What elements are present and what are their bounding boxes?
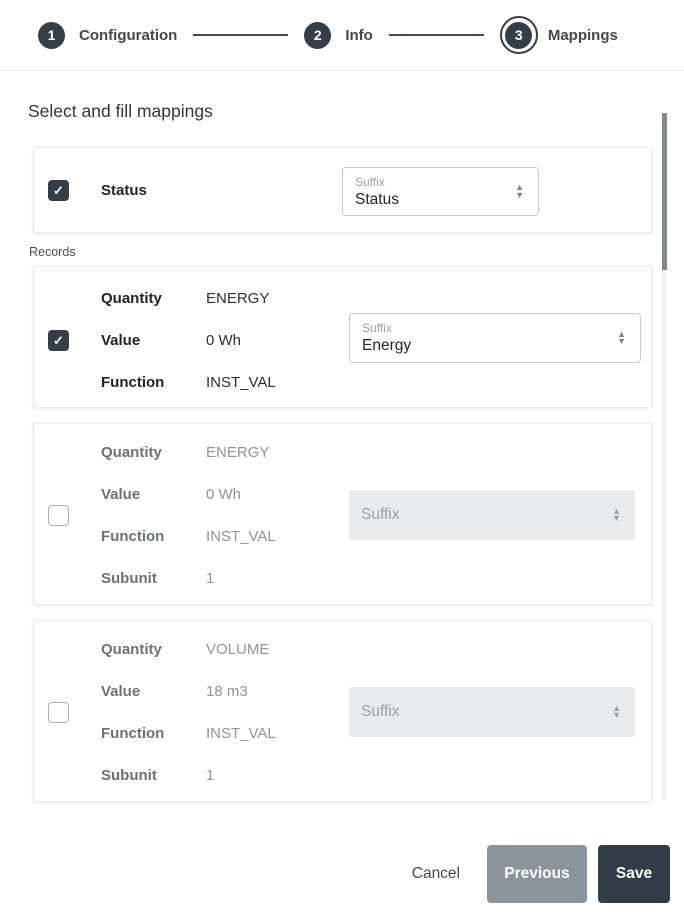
- chevron-down-icon: ▼: [515, 189, 524, 200]
- chevron-up-icon: ▲: [617, 328, 626, 339]
- mapping-card-status: ✓ Status Suffix Status ▲ ▼: [33, 147, 652, 233]
- step-2-label: Info: [345, 26, 373, 44]
- records-section-label: Records: [29, 245, 76, 259]
- field-value: 1: [206, 569, 215, 587]
- status-suffix-value: Status: [355, 190, 399, 208]
- chevron-down-icon: ▼: [612, 710, 621, 720]
- record-2-checkbox[interactable]: [48, 505, 69, 526]
- field-label: Value: [101, 331, 141, 349]
- field-row: Quantity VOLUME: [101, 628, 651, 670]
- record-2-suffix-select: Suffix ▲ ▼: [349, 490, 635, 540]
- suffix-field-label: Suffix: [355, 174, 385, 189]
- status-suffix-select[interactable]: Suffix Status ▲ ▼: [342, 167, 539, 216]
- suffix-placeholder: Suffix: [361, 703, 400, 720]
- field-value: INST_VAL: [206, 373, 276, 391]
- field-value: 0 Wh: [206, 485, 242, 503]
- wizard-stepper: 1 Configuration 2 Info 3 Mappings: [0, 0, 684, 71]
- field-label: Function: [101, 527, 165, 545]
- field-value: 1: [206, 766, 215, 784]
- record-3-suffix-select: Suffix ▲ ▼: [349, 687, 635, 737]
- record-1-fields: Quantity ENERGY Value 0 Wh Function INST…: [101, 267, 651, 403]
- field-row: Value 18 m3: [101, 670, 651, 712]
- field-label: Quantity: [101, 640, 162, 658]
- field-row: Subunit 1: [101, 557, 651, 599]
- chevron-down-icon: ▼: [617, 336, 626, 346]
- field-row: Function INST_VAL: [101, 361, 651, 403]
- record-card-energy-selected: ✓ Quantity ENERGY Value 0 Wh Function IN…: [33, 266, 652, 408]
- scrollbar-thumb[interactable]: [662, 113, 667, 270]
- record-2-fields: Quantity ENERGY Value 0 Wh Function INST…: [101, 424, 651, 599]
- field-label: Subunit: [101, 569, 157, 587]
- step-mappings[interactable]: 3 Mappings: [499, 16, 618, 54]
- field-row: Quantity ENERGY: [101, 277, 651, 319]
- record-card-volume-unselected: Quantity VOLUME Value 18 m3 Function INS…: [33, 620, 652, 802]
- field-row: Function INST_VAL: [101, 712, 651, 754]
- field-label: Quantity: [101, 289, 162, 307]
- field-value: INST_VAL: [206, 724, 276, 742]
- chevron-up-icon: ▲: [612, 702, 621, 713]
- step-2-badge: 2: [304, 21, 332, 49]
- suffix-field-label: Suffix: [362, 321, 392, 335]
- previous-button[interactable]: Previous: [487, 845, 587, 903]
- field-row: Value 0 Wh: [101, 473, 651, 515]
- field-value: ENERGY: [206, 289, 270, 307]
- field-value: 18 m3: [206, 682, 248, 700]
- field-value: 0 Wh: [206, 331, 242, 349]
- mappings-list: ✓ Status Suffix Status ▲ ▼ Records ✓: [29, 147, 652, 802]
- status-suffix-text: Suffix Status: [343, 175, 515, 209]
- active-step-ring: 3: [499, 16, 538, 54]
- cancel-button[interactable]: Cancel: [411, 865, 460, 882]
- field-label: Function: [101, 724, 165, 742]
- record-1-suffix-text: Suffix Energy: [350, 321, 617, 355]
- save-button[interactable]: Save: [598, 845, 670, 903]
- field-label: Quantity: [101, 443, 162, 461]
- step-1-label: Configuration: [79, 26, 178, 44]
- field-row: Value 0 Wh: [101, 319, 651, 361]
- stepper-connector-line: [388, 34, 484, 36]
- record-3-checkbox[interactable]: [48, 702, 69, 723]
- step-configuration[interactable]: 1 Configuration: [38, 21, 178, 49]
- step-1-badge: 1: [38, 21, 65, 49]
- chevron-up-icon: ▲: [612, 505, 621, 516]
- field-label: Value: [101, 485, 141, 503]
- record-1-suffix-select[interactable]: Suffix Energy ▲ ▼: [349, 313, 641, 363]
- stepper-connector-line: [193, 34, 289, 36]
- record-1-checkbox[interactable]: ✓: [48, 330, 69, 351]
- step-info[interactable]: 2 Info: [304, 21, 373, 49]
- spinner-icon: ▲ ▼: [612, 702, 621, 720]
- record-1-suffix-value: Energy: [362, 337, 412, 354]
- checkmark-icon: ✓: [53, 333, 64, 348]
- field-label: Value: [101, 682, 141, 700]
- spinner-icon: ▲ ▼: [617, 328, 626, 346]
- record-card-energy-unselected: Quantity ENERGY Value 0 Wh Function INST…: [33, 423, 652, 605]
- record-3-fields: Quantity VOLUME Value 18 m3 Function INS…: [101, 621, 651, 796]
- field-row: Subunit 1: [101, 754, 651, 796]
- field-value: INST_VAL: [206, 527, 276, 545]
- field-value: ENERGY: [206, 443, 270, 461]
- status-checkbox[interactable]: ✓: [48, 179, 69, 201]
- chevron-down-icon: ▼: [612, 513, 621, 523]
- field-label: Function: [101, 373, 165, 391]
- status-label: Status: [101, 181, 147, 199]
- field-label: Subunit: [101, 766, 157, 784]
- field-value: VOLUME: [206, 640, 270, 658]
- field-row: Function INST_VAL: [101, 515, 651, 557]
- checkmark-icon: ✓: [53, 182, 64, 198]
- dialog-footer: Cancel Previous Save: [412, 845, 670, 903]
- suffix-placeholder: Suffix: [361, 506, 400, 523]
- spinner-icon: ▲ ▼: [515, 182, 524, 200]
- chevron-up-icon: ▲: [515, 182, 524, 192]
- scrollbar-track[interactable]: [662, 113, 666, 800]
- page-title: Select and fill mappings: [28, 101, 213, 121]
- step-3-label: Mappings: [547, 26, 618, 44]
- field-row: Quantity ENERGY: [101, 431, 651, 473]
- spinner-icon: ▲ ▼: [612, 505, 621, 523]
- step-3-badge: 3: [505, 21, 533, 49]
